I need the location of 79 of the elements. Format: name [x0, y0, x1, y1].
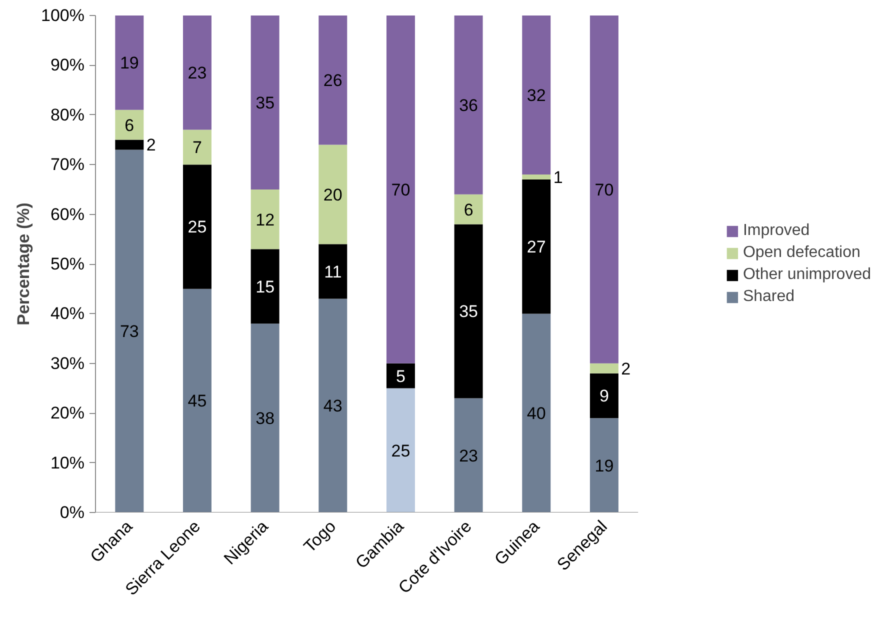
- data-label: 15: [256, 277, 275, 296]
- y-tick-label: 20%: [50, 404, 85, 423]
- bar: [318, 16, 348, 145]
- data-label: 35: [459, 302, 478, 322]
- bar: [318, 244, 348, 299]
- data-label: 26: [323, 71, 342, 90]
- bar: [590, 16, 618, 364]
- data-label: 70: [594, 180, 614, 200]
- bar: [522, 180, 551, 314]
- data-label: 27: [526, 238, 546, 257]
- legend-label: Open defecation: [742, 244, 860, 262]
- bar: [386, 363, 415, 388]
- bar: [522, 16, 551, 175]
- data-label: 70: [391, 180, 410, 200]
- y-tick-label: 100%: [41, 6, 85, 25]
- bar: [454, 16, 483, 194]
- bar: [250, 324, 280, 512]
- y-tick-label: 90%: [50, 56, 85, 75]
- bar: [454, 194, 483, 224]
- bar: [182, 164, 212, 289]
- data-label: 32: [526, 86, 546, 106]
- legend-label: Shared: [742, 288, 795, 306]
- data-label: 35: [256, 93, 275, 112]
- bar: [182, 130, 212, 165]
- bar: [318, 144, 348, 244]
- bar: [115, 150, 144, 512]
- legend-label: Improved: [742, 222, 810, 240]
- data-label: 73: [120, 322, 139, 342]
- data-label: 23: [188, 64, 207, 83]
- y-tick-label: 70%: [50, 155, 85, 174]
- y-tick-label: 40%: [50, 304, 85, 324]
- bar: [454, 224, 483, 398]
- bar: [386, 16, 415, 364]
- bar: [115, 140, 144, 150]
- data-label: 2: [621, 359, 631, 378]
- y-tick-label: 50%: [50, 254, 85, 274]
- bar: [250, 16, 280, 190]
- data-label: 36: [459, 96, 478, 115]
- y-tick-label: 0%: [60, 503, 85, 522]
- data-label: 45: [188, 392, 207, 411]
- y-tick-label: 60%: [50, 204, 85, 224]
- data-label: 19: [594, 456, 614, 476]
- data-label: 6: [124, 116, 134, 135]
- bar: [250, 249, 280, 324]
- data-label: 19: [120, 54, 139, 73]
- bar: [115, 16, 144, 110]
- data-label: 23: [459, 446, 478, 466]
- data-label: 43: [323, 396, 342, 416]
- data-label: 11: [324, 262, 342, 282]
- bar: [182, 16, 212, 130]
- data-label: 6: [464, 200, 474, 220]
- bar: [522, 314, 551, 512]
- y-tick-label: 10%: [50, 453, 85, 472]
- y-tick-label: 80%: [50, 105, 85, 124]
- x-tick-label: Togo: [300, 516, 340, 556]
- data-label: 5: [396, 366, 406, 386]
- y-axis-title: Percentage (%): [14, 202, 34, 326]
- bar: [590, 363, 618, 374]
- data-label: 25: [391, 441, 410, 460]
- data-label: 38: [256, 409, 275, 428]
- bar: [522, 174, 551, 180]
- bar: [115, 110, 144, 140]
- bar: [318, 298, 348, 512]
- data-label: 9: [599, 386, 609, 406]
- legend-label: Other unimproved: [742, 266, 871, 284]
- data-label: 12: [256, 210, 275, 230]
- y-tick-label: 30%: [50, 354, 85, 373]
- bar: [590, 373, 618, 418]
- data-label: 2: [146, 136, 156, 155]
- data-label: 25: [188, 218, 207, 237]
- data-label: 7: [192, 138, 202, 158]
- bar: [454, 398, 483, 512]
- bar: [590, 418, 618, 512]
- bar: [386, 388, 415, 512]
- bar: [250, 189, 280, 250]
- data-label: 1: [553, 168, 563, 188]
- data-label: 20: [323, 185, 342, 204]
- bar: [182, 288, 212, 512]
- data-label: 40: [526, 404, 546, 424]
